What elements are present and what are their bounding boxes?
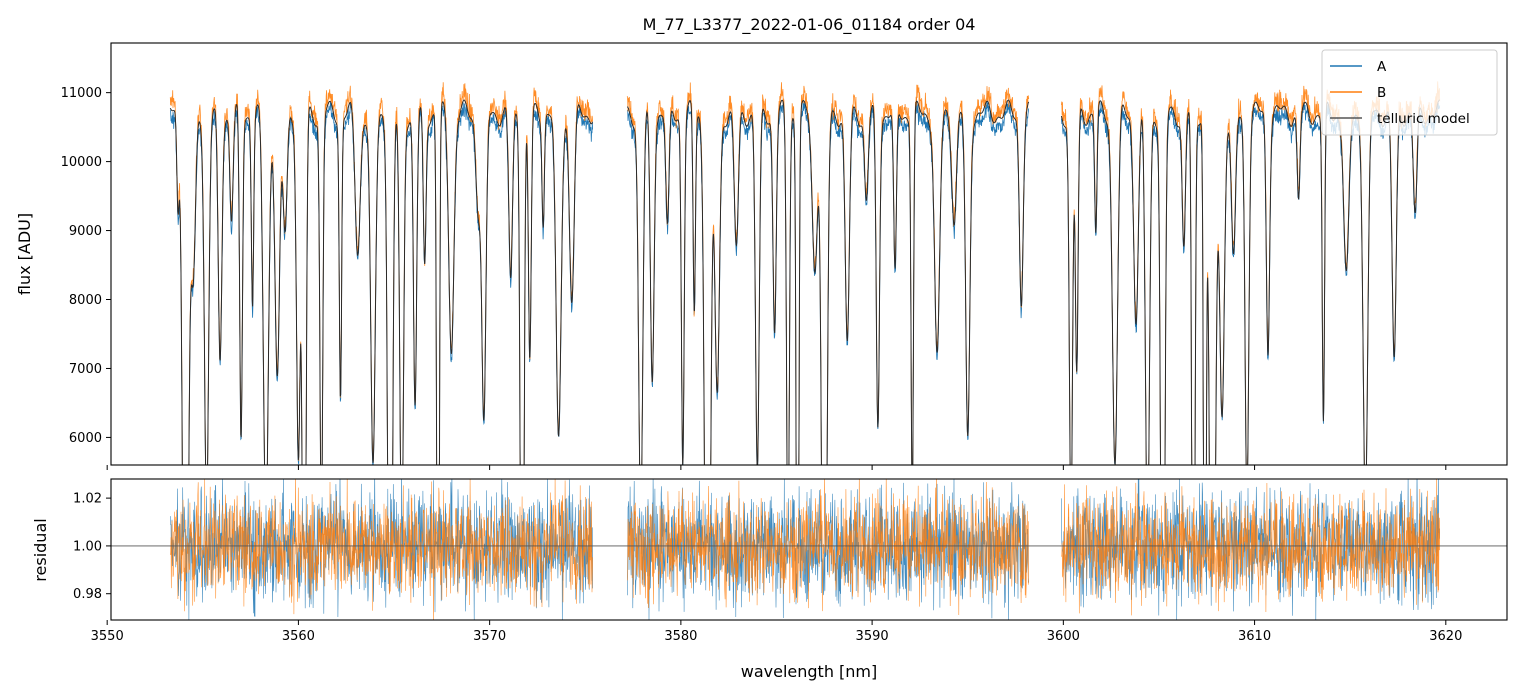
x-tick-label: 3600: [1047, 629, 1080, 644]
series-model-segment-0: [169, 99, 594, 465]
x-tick-label: 3570: [473, 629, 506, 644]
residual-panel-plot-area: [111, 479, 1507, 620]
legend: A B telluric model: [1321, 49, 1498, 136]
x-tick-label: 3550: [91, 629, 124, 644]
flux-axis-label: flux [ADU]: [15, 213, 34, 295]
flux-y-tick-label: 8000: [69, 293, 102, 308]
residual-panel-frame: [110, 478, 1508, 621]
wavelength-axis-label: wavelength [nm]: [741, 662, 878, 681]
legend-label-b: B: [1377, 85, 1386, 101]
residual-b-segment-1: [627, 479, 1029, 616]
series-model-segment-2: [1060, 99, 1440, 465]
residual-y-tick-label: 1.02: [73, 492, 102, 507]
legend-label-model: telluric model: [1377, 111, 1470, 127]
x-tick-label: 3620: [1429, 629, 1462, 644]
flux-panel-plot-area: [169, 81, 1441, 465]
legend-label-a: A: [1377, 59, 1387, 75]
x-tick-label: 3560: [282, 629, 315, 644]
residual-axis-label: residual: [31, 518, 50, 581]
residual-y-tick-label: 0.98: [73, 587, 102, 602]
x-tick-label: 3580: [664, 629, 697, 644]
flux-panel-frame: [110, 42, 1508, 466]
residual-y-tick-label: 1.00: [73, 539, 102, 554]
flux-y-tick-label: 9000: [69, 224, 102, 239]
flux-y-tick-label: 11000: [61, 86, 102, 101]
flux-y-tick-label: 7000: [69, 362, 102, 377]
residual-b-segment-2: [1061, 479, 1440, 616]
legend-box: [1321, 49, 1498, 136]
flux-y-tick-label: 6000: [69, 431, 102, 446]
flux-y-tick-label: 10000: [61, 155, 102, 170]
x-tick-label: 3610: [1238, 629, 1271, 644]
series-model-segment-1: [626, 99, 1030, 465]
axes-layer: 3550 3560 3570 3580 3590 3600 3610 3620 6000 7000…: [61, 86, 1463, 644]
residual-b-segment-0: [170, 479, 593, 620]
x-tick-label: 3590: [856, 629, 889, 644]
chart-title: M_77_L3377_2022-01-06_01184 order 04: [643, 15, 976, 35]
